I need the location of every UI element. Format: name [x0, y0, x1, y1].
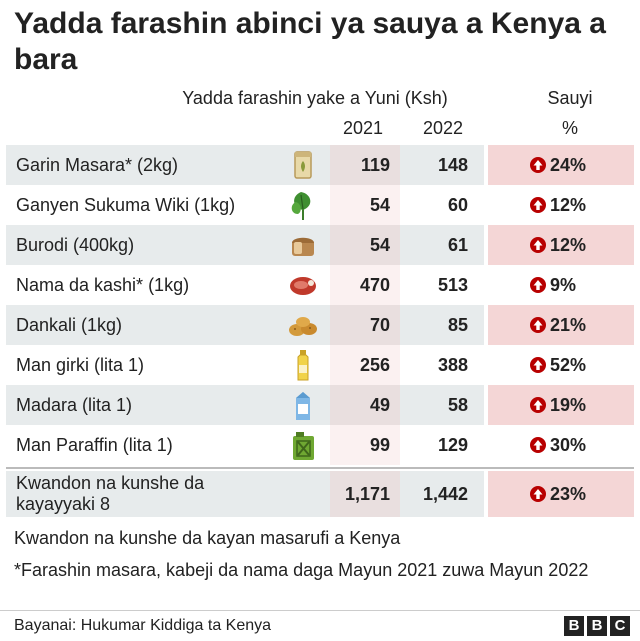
- value-2021: 49: [369, 395, 390, 415]
- change-percent: 30%: [550, 435, 587, 455]
- jerry-can-icon: [293, 432, 314, 460]
- increase-arrow-icon: [530, 357, 546, 373]
- value-2022: 513: [437, 275, 468, 295]
- value-2021: 54: [369, 235, 390, 255]
- item-label: Man Paraffin (lita 1): [16, 435, 173, 455]
- item-label: Garin Masara* (2kg): [16, 155, 179, 175]
- total-row: Kwandon na kunshe da kayayyaki 8 1,171 1…: [0, 471, 640, 517]
- item-label: Man girki (lita 1): [16, 355, 145, 375]
- change-percent: 12%: [550, 235, 587, 255]
- value-2022: 85: [447, 315, 468, 335]
- year-2022-header: 2022: [422, 118, 464, 138]
- logo-letter: B: [587, 616, 607, 636]
- logo-letter: B: [564, 616, 584, 636]
- cooking-oil-bottle-icon: [297, 350, 309, 381]
- increase-arrow-icon: [530, 197, 546, 213]
- year-2021-header: 2021: [342, 118, 384, 138]
- increase-arrow-icon: [530, 317, 546, 333]
- item-label: Dankali (1kg): [16, 315, 123, 335]
- price-header: Yadda farashin yake a Yuni (Ksh): [182, 88, 448, 108]
- table-row: Dankali (1kg) 70 85 21%: [0, 305, 640, 345]
- table-row: Ganyen Sukuma Wiki (1kg) 54 60 12%: [0, 185, 640, 225]
- value-2022: 60: [447, 195, 468, 215]
- value-2022: 148: [437, 155, 468, 175]
- item-label: Madara (lita 1): [16, 395, 133, 415]
- logo-letter: C: [610, 616, 630, 636]
- change-header: Sauyi: [547, 88, 593, 108]
- table-row: Nama da kashi* (1kg) 470 513 9%: [0, 265, 640, 305]
- total-value-2022: 1,442: [422, 484, 468, 504]
- change-percent: 24%: [550, 155, 587, 175]
- increase-arrow-icon: [530, 157, 546, 173]
- leafy-greens-icon: [291, 192, 311, 220]
- increase-arrow-icon: [530, 437, 546, 453]
- change-percent: 21%: [550, 315, 587, 335]
- change-percent: 9%: [550, 275, 577, 295]
- bread-icon: [292, 237, 314, 256]
- increase-arrow-icon: [530, 277, 546, 293]
- total-label: Kwandon na kunshe da kayayyaki 8: [16, 473, 205, 514]
- price-table: Garin Masara* (2kg) 119 148 24% Ganyen Sukum…: [0, 145, 640, 465]
- chart-title: Yadda farashin abinci ya sauya a Kenya a…: [14, 7, 606, 76]
- item-label: Ganyen Sukuma Wiki (1kg): [16, 195, 236, 215]
- value-2021: 256: [359, 355, 390, 375]
- item-label: Nama da kashi* (1kg): [16, 275, 190, 295]
- value-2021: 99: [369, 435, 390, 455]
- potatoes-icon: [289, 317, 317, 336]
- value-2022: 61: [447, 235, 468, 255]
- total-value-2021: 1,171: [344, 484, 390, 504]
- value-2021: 470: [359, 275, 390, 295]
- increase-arrow-icon: [530, 486, 546, 502]
- value-2021: 70: [369, 315, 390, 335]
- milk-carton-icon: [296, 392, 310, 420]
- table-row: Burodi (400kg) 54 61 12%: [0, 225, 640, 265]
- table-row: Garin Masara* (2kg) 119 148 24%: [0, 145, 640, 185]
- basket-note: Kwandon na kunshe da kayan masarufi a Ke…: [14, 528, 401, 548]
- table-row: Man Paraffin (lita 1) 99 129 30%: [0, 425, 640, 465]
- percent-header: %: [561, 118, 578, 138]
- footnote: *Farashin masara, kabeji da nama daga Ma…: [14, 560, 589, 580]
- change-percent: 19%: [550, 395, 587, 415]
- increase-arrow-icon: [530, 397, 546, 413]
- value-2022: 388: [437, 355, 468, 375]
- flour-bag-icon: [294, 151, 312, 179]
- value-2021: 54: [369, 195, 390, 215]
- table-row: Man girki (lita 1) 256 388 52%: [0, 345, 640, 385]
- total-change: 23%: [550, 484, 587, 504]
- change-percent: 12%: [550, 195, 587, 215]
- increase-arrow-icon: [530, 237, 546, 253]
- value-2021: 119: [360, 155, 390, 175]
- source-text: Bayanai: Hukumar Kiddiga ta Kenya: [14, 617, 272, 634]
- meat-icon: [290, 277, 316, 295]
- value-2022: 58: [447, 395, 468, 415]
- total-divider: [6, 467, 634, 469]
- item-label: Burodi (400kg): [16, 235, 135, 255]
- value-2022: 129: [437, 435, 468, 455]
- change-percent: 52%: [550, 355, 587, 375]
- table-row: Madara (lita 1) 49 58 19%: [0, 385, 640, 425]
